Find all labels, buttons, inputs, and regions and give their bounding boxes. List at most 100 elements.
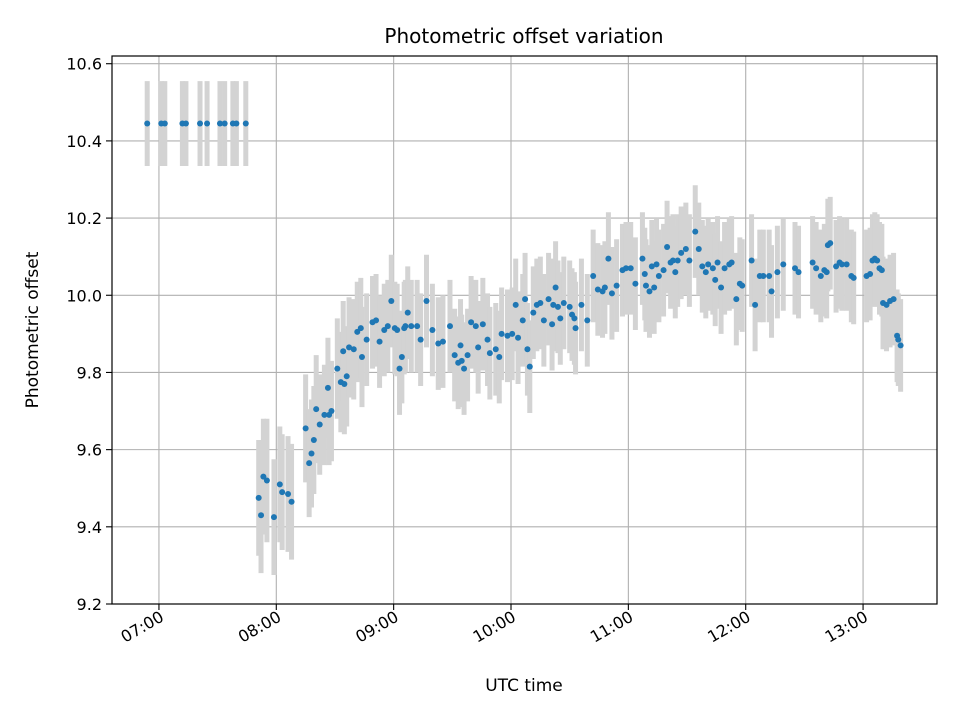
- data-point: [578, 301, 585, 308]
- data-point: [653, 261, 660, 268]
- data-point: [479, 321, 486, 328]
- data-point: [144, 120, 151, 127]
- data-point: [354, 328, 361, 335]
- data-point: [550, 301, 557, 308]
- data-point: [664, 244, 671, 251]
- data-point: [530, 309, 537, 316]
- data-point: [549, 321, 556, 328]
- data-point: [417, 336, 424, 343]
- data-point: [509, 330, 516, 337]
- y-tick-label: 10.6: [66, 55, 102, 74]
- x-tick-label: 12:00: [704, 607, 753, 647]
- data-point: [695, 245, 702, 252]
- x-tick-label: 13:00: [822, 607, 871, 647]
- data-point: [381, 327, 388, 333]
- data-point: [660, 267, 667, 274]
- data-point: [646, 288, 653, 295]
- data-point: [308, 450, 315, 457]
- data-point: [651, 284, 658, 291]
- data-point: [472, 323, 479, 330]
- data-point: [464, 352, 471, 359]
- data-point: [270, 514, 277, 521]
- data-point: [827, 240, 834, 247]
- data-point: [357, 325, 364, 332]
- data-point: [752, 301, 759, 308]
- data-point: [878, 267, 885, 274]
- data-point: [692, 228, 699, 235]
- data-point: [526, 363, 533, 370]
- data-point: [285, 491, 292, 498]
- y-tick-label: 9.6: [77, 441, 102, 460]
- data-point: [714, 259, 721, 266]
- data-point: [850, 274, 857, 281]
- data-point: [398, 354, 405, 361]
- data-point: [504, 332, 511, 339]
- data-point: [572, 325, 579, 332]
- data-point: [524, 346, 531, 353]
- data-point: [340, 348, 347, 355]
- data-point: [823, 269, 830, 276]
- data-point: [554, 303, 561, 310]
- x-tick-label: 11:00: [587, 607, 636, 647]
- data-point: [795, 269, 802, 276]
- data-point: [748, 257, 755, 264]
- data-point: [258, 512, 265, 519]
- data-point: [341, 381, 348, 388]
- y-tick-label: 9.4: [77, 518, 102, 537]
- data-point: [486, 350, 493, 357]
- data-point: [358, 354, 365, 361]
- data-point: [895, 336, 902, 343]
- data-point: [584, 317, 591, 324]
- x-tick-label: 08:00: [235, 607, 284, 647]
- data-point: [897, 342, 904, 349]
- data-point: [682, 245, 689, 252]
- data-point: [404, 309, 411, 316]
- data-point: [613, 282, 620, 289]
- data-point: [376, 338, 383, 345]
- data-point: [302, 425, 309, 432]
- data-point: [678, 249, 685, 256]
- data-point: [255, 494, 262, 501]
- data-point: [648, 263, 655, 270]
- data-point: [522, 296, 529, 303]
- x-tick-label: 09:00: [352, 607, 401, 647]
- error-bars: [144, 81, 904, 576]
- data-point: [712, 276, 719, 283]
- data-point: [429, 327, 436, 333]
- data-point: [496, 354, 503, 361]
- data-point: [639, 255, 646, 262]
- data-point: [540, 317, 547, 324]
- data-point: [709, 265, 716, 272]
- data-point: [833, 263, 840, 270]
- data-point: [571, 315, 578, 322]
- data-point: [276, 481, 283, 488]
- data-point: [242, 120, 249, 127]
- data-point: [451, 352, 458, 359]
- data-point: [313, 406, 320, 413]
- data-point: [446, 323, 453, 330]
- data-point: [674, 257, 681, 264]
- data-point: [350, 346, 357, 353]
- data-point: [590, 272, 597, 279]
- data-point: [346, 344, 353, 351]
- data-point: [874, 257, 881, 264]
- data-point: [537, 299, 544, 306]
- data-point: [394, 327, 401, 333]
- data-point: [316, 421, 323, 428]
- x-axis-title: UTC time: [485, 676, 563, 696]
- data-point: [161, 120, 168, 127]
- data-point: [310, 436, 317, 443]
- data-point: [221, 120, 228, 127]
- data-point: [566, 303, 573, 310]
- data-point: [642, 282, 649, 289]
- data-point: [702, 269, 709, 276]
- data-point: [279, 489, 286, 496]
- data-point: [594, 286, 601, 293]
- data-point: [439, 338, 446, 345]
- data-point: [672, 269, 679, 276]
- data-point: [204, 120, 211, 127]
- data-point: [608, 290, 615, 297]
- data-point: [408, 323, 415, 330]
- data-point: [263, 477, 270, 484]
- y-tick-label: 9.2: [77, 595, 102, 614]
